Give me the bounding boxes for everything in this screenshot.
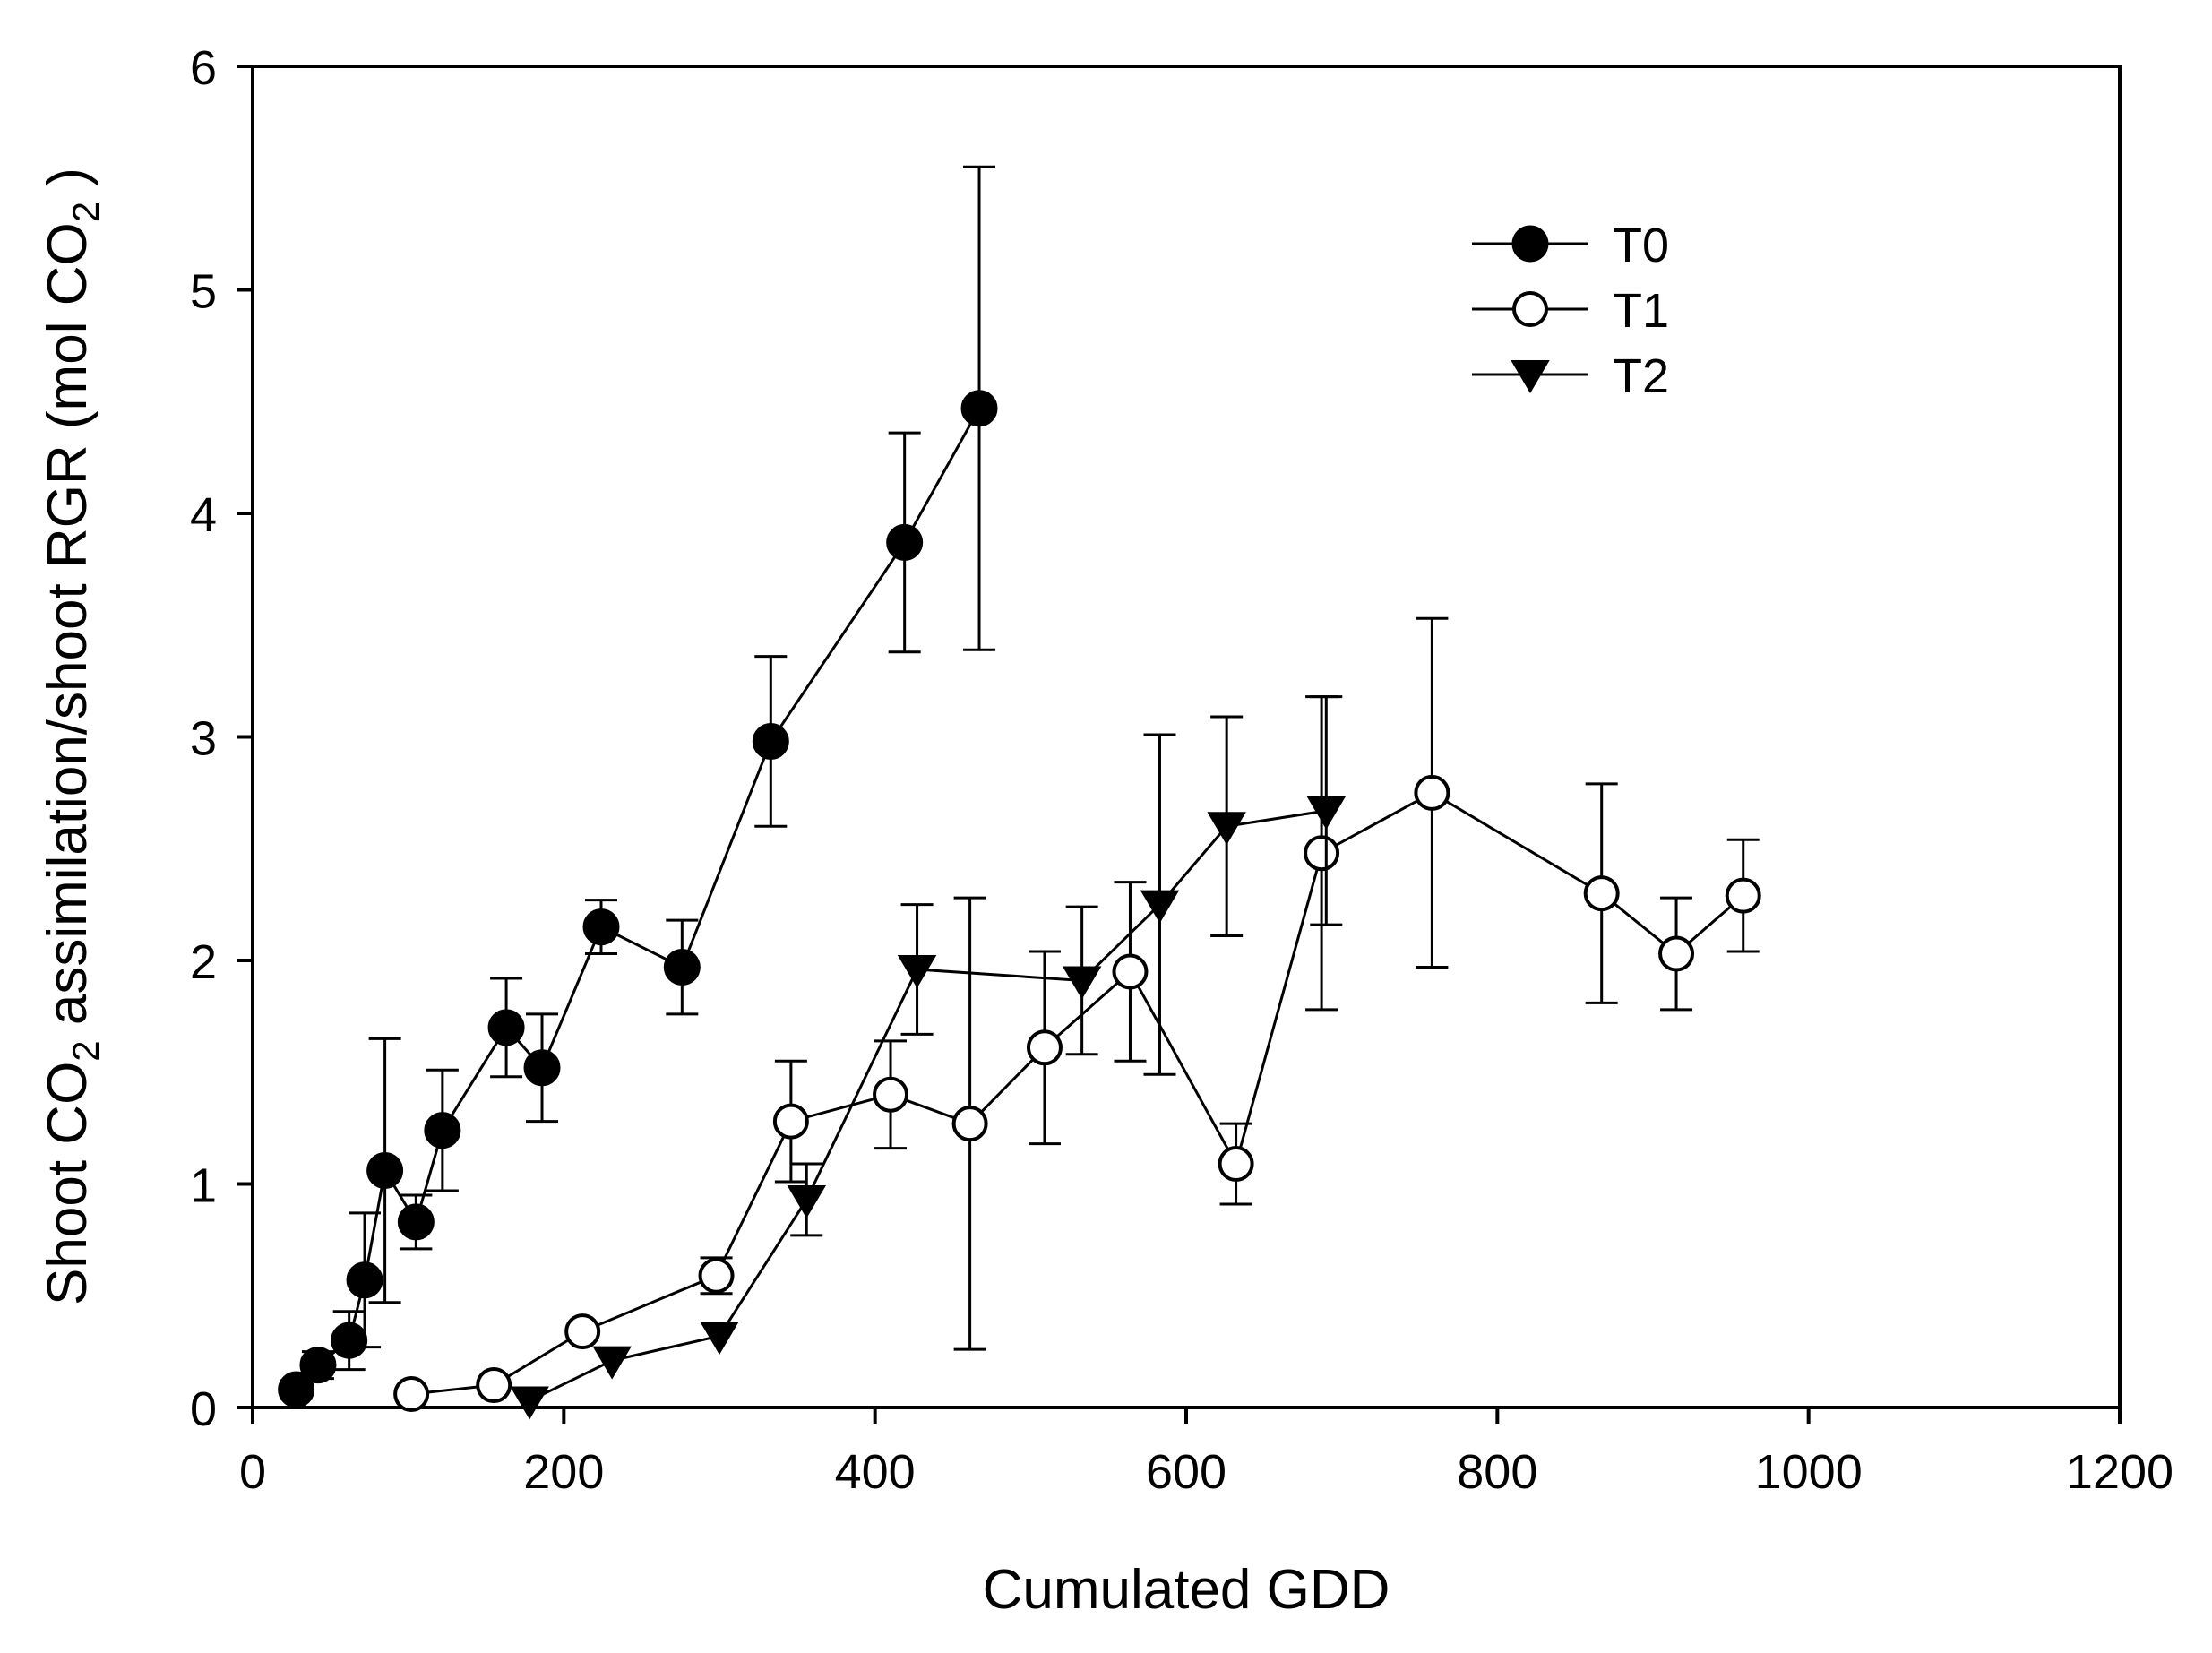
y-axis-label-sub1: 2 bbox=[65, 1040, 107, 1061]
data-point-T1-13 bbox=[1658, 935, 1695, 972]
data-point-T0-10 bbox=[663, 948, 701, 986]
y-tick-label-3: 3 bbox=[190, 712, 217, 766]
data-point-T2-3 bbox=[787, 1184, 827, 1218]
x-tick-label-3: 600 bbox=[1146, 1445, 1226, 1499]
data-point-T0-1 bbox=[299, 1347, 337, 1384]
data-point-T0-4 bbox=[366, 1152, 404, 1190]
y-tick-label-5: 5 bbox=[190, 265, 217, 319]
data-point-T2-2 bbox=[700, 1322, 739, 1356]
data-point-T1-0 bbox=[393, 1376, 430, 1413]
y-tick-label-4: 4 bbox=[190, 488, 217, 542]
data-point-T0-2 bbox=[331, 1322, 368, 1359]
legend: T0 T1 T2 bbox=[1472, 219, 1669, 403]
y-tick-label-0: 0 bbox=[190, 1382, 217, 1436]
data-point-T2-4 bbox=[897, 954, 937, 988]
data-point-T1-10 bbox=[1304, 835, 1340, 872]
y-axis-label-sub2: 2 bbox=[65, 202, 107, 222]
data-point-T0-9 bbox=[582, 908, 620, 946]
data-point-T1-6 bbox=[951, 1106, 988, 1142]
x-axis-label: Cumulated GDD bbox=[983, 1559, 1390, 1621]
data-point-T2-7 bbox=[1207, 812, 1246, 846]
data-point-T1-2 bbox=[564, 1313, 601, 1350]
x-tick-label-4: 800 bbox=[1457, 1445, 1537, 1499]
data-point-T0-3 bbox=[346, 1261, 383, 1299]
data-point-T1-14 bbox=[1725, 877, 1761, 914]
y-tick-label-1: 1 bbox=[190, 1159, 217, 1213]
x-tick-label-2: 400 bbox=[835, 1445, 916, 1499]
data-point-T0-13 bbox=[960, 390, 998, 427]
y-axis-label: Shoot CO2 assimilation/shoot RGR (mol CO… bbox=[37, 168, 107, 1305]
data-point-T1-9 bbox=[1218, 1146, 1254, 1183]
series-T1 bbox=[393, 616, 1761, 1413]
series-layer bbox=[278, 165, 1761, 1420]
x-tick-label-6: 1200 bbox=[2066, 1445, 2173, 1499]
data-point-T2-8 bbox=[1306, 796, 1347, 830]
series-T0 bbox=[278, 165, 998, 1408]
data-point-T0-11 bbox=[752, 722, 789, 760]
data-point-T0-5 bbox=[397, 1203, 435, 1241]
series-line-T2 bbox=[529, 809, 1327, 1402]
series-line-T1 bbox=[410, 791, 1744, 1396]
data-point-T2-5 bbox=[1062, 966, 1102, 1000]
x-axis-ticks: 0 200 400 600 800 1000 1200 bbox=[239, 1408, 2173, 1499]
y-axis-label-part2: assimilation/shoot RGR (mol CO bbox=[37, 222, 99, 1040]
x-tick-label-0: 0 bbox=[239, 1445, 266, 1499]
y-axis-ticks: 0 1 2 3 4 5 6 bbox=[190, 41, 253, 1436]
legend-label-T0: T0 bbox=[1613, 219, 1669, 272]
legend-marker-T0 bbox=[1511, 225, 1549, 263]
data-point-T0-8 bbox=[523, 1049, 561, 1087]
data-point-T1-5 bbox=[873, 1076, 909, 1113]
legend-label-T1: T1 bbox=[1613, 284, 1669, 338]
data-point-T0-7 bbox=[487, 1009, 525, 1046]
series-T2 bbox=[510, 695, 1347, 1420]
data-point-T1-12 bbox=[1583, 875, 1620, 912]
x-tick-label-1: 200 bbox=[523, 1445, 604, 1499]
legend-marker-T1 bbox=[1512, 291, 1548, 327]
data-point-T2-1 bbox=[592, 1346, 632, 1380]
x-tick-label-5: 1000 bbox=[1755, 1445, 1863, 1499]
y-tick-label-6: 6 bbox=[190, 41, 217, 95]
data-point-T1-7 bbox=[1026, 1029, 1063, 1066]
plot-area bbox=[251, 65, 2122, 1409]
data-point-T1-8 bbox=[1112, 953, 1149, 990]
data-point-T1-11 bbox=[1414, 774, 1450, 811]
data-point-T2-0 bbox=[510, 1386, 549, 1420]
data-point-T0-12 bbox=[886, 523, 924, 561]
legend-marker-T2 bbox=[1511, 360, 1550, 393]
legend-label-T2: T2 bbox=[1613, 349, 1669, 403]
series-line-T0 bbox=[295, 408, 981, 1391]
y-tick-label-2: 2 bbox=[190, 935, 217, 989]
data-point-T0-6 bbox=[424, 1112, 461, 1149]
y-axis-label-part3: ) bbox=[37, 168, 99, 202]
data-point-T1-1 bbox=[476, 1367, 512, 1404]
data-point-T2-6 bbox=[1140, 890, 1180, 924]
data-point-T1-3 bbox=[698, 1257, 735, 1294]
data-point-T0-0 bbox=[278, 1371, 315, 1408]
y-axis-label-part1: Shoot CO bbox=[37, 1062, 99, 1305]
data-point-T1-4 bbox=[772, 1103, 809, 1140]
